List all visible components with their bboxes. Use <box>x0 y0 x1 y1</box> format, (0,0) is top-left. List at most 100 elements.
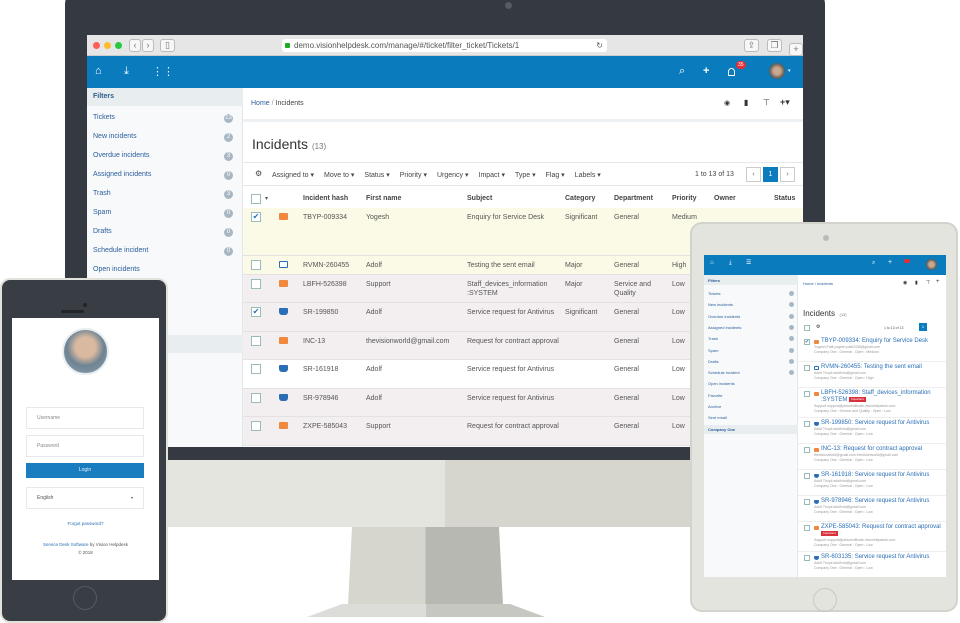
row-checkbox[interactable]: ✔ <box>251 212 261 222</box>
page-1-button[interactable]: 1 <box>763 167 778 182</box>
column-header[interactable]: Subject <box>467 195 493 202</box>
column-header[interactable]: Incident hash <box>303 195 349 202</box>
download-icon[interactable]: ⤓ <box>124 65 129 77</box>
toolbar-action-4[interactable]: Urgency ▾ <box>436 172 469 179</box>
bookmark-icon[interactable]: ▮ <box>744 98 749 107</box>
toolbar-action-6[interactable]: Type ▾ <box>514 172 536 179</box>
list-item[interactable]: INC-13: Request for contract approval the… <box>798 444 946 471</box>
search-icon[interactable]: ⌕ <box>872 260 876 266</box>
row-checkbox[interactable] <box>804 499 810 506</box>
tablet-home-button[interactable] <box>813 588 837 612</box>
list-item[interactable]: RVMN-260455: Testing the sent email Adolf… <box>798 362 946 388</box>
sidebar-item-schedule-incident[interactable]: Schedule incident 0 <box>93 247 233 259</box>
list-item[interactable]: ZXPE-585043: Request for contract approv… <box>798 522 946 553</box>
add-menu-icon[interactable]: +▾ <box>780 97 790 107</box>
sidebar-item-drafts[interactable]: Drafts <box>708 358 794 364</box>
ticket-title-line[interactable]: TBYP-009334: Enquiry for Service Desk <box>821 338 943 345</box>
sidebar-item-open-incidents[interactable]: Open incidents <box>708 381 794 386</box>
select-menu-chevron-icon[interactable]: ▾ <box>265 196 269 202</box>
row-checkbox[interactable]: ✔ <box>804 339 810 345</box>
back-icon[interactable]: ‹ <box>129 39 141 52</box>
sidebar-item-favorite[interactable]: Favorite <box>708 393 794 398</box>
username-input[interactable]: Username <box>26 407 144 429</box>
share-icon[interactable]: ⇪ <box>744 39 759 52</box>
sidebar-item-trash[interactable]: Trash 3 <box>93 190 233 202</box>
sidebar-item-assigned-incidents[interactable]: Assigned incidents 0 <box>93 171 233 183</box>
ticket-title-line[interactable]: RVMN-260455: Testing the sent email <box>821 364 943 371</box>
minimize-window-button[interactable] <box>104 42 111 49</box>
forward-icon[interactable]: › <box>142 39 154 52</box>
sidebar-item-archive[interactable]: Archive <box>708 404 794 409</box>
select-all-checkbox[interactable] <box>251 194 261 204</box>
sidebar-item-overdue-incidents[interactable]: Overdue incidents 3 <box>93 152 233 164</box>
sidebar-item-tickets[interactable]: Tickets <box>708 291 794 296</box>
ticket-title[interactable]: LBFH-526398: Staff_devices_information :… <box>821 390 931 404</box>
row-checkbox[interactable] <box>251 421 261 431</box>
row-checkbox[interactable] <box>804 421 810 428</box>
select-all-checkbox[interactable] <box>804 325 810 331</box>
column-header[interactable]: Status <box>774 195 796 202</box>
row-checkbox[interactable] <box>251 364 261 374</box>
download-icon[interactable]: ⤓ <box>729 260 732 266</box>
column-header[interactable]: Owner <box>714 195 736 202</box>
sidebar-item-drafts[interactable]: Drafts 0 <box>93 228 233 240</box>
sidebar-item-trash[interactable]: Trash <box>708 336 794 342</box>
reload-icon[interactable]: ↻ <box>596 41 603 50</box>
row-checkbox[interactable] <box>251 260 261 270</box>
toolbar-action-0[interactable]: Assigned to ▾ <box>272 172 315 179</box>
list-item[interactable]: SR-199850: Service request for Antivirus… <box>798 418 946 445</box>
row-checkbox[interactable] <box>804 525 810 532</box>
sidebar-item-sent-email[interactable]: Sent email <box>708 415 794 420</box>
bell-icon[interactable] <box>728 68 735 76</box>
sidebar-toggle-icon[interactable]: ▯ <box>160 39 175 52</box>
next-page-button[interactable]: › <box>780 167 795 182</box>
toolbar-action-7[interactable]: Flag ▾ <box>545 172 565 179</box>
ticket-title-line[interactable]: SR-603135: Service request for Antivirus <box>821 554 943 561</box>
forgot-password-link[interactable]: Forgot password? <box>67 521 104 526</box>
home-icon[interactable]: ⌂ <box>710 260 714 266</box>
close-window-button[interactable] <box>93 42 100 49</box>
maximize-window-button[interactable] <box>115 42 122 49</box>
settings-gear-icon[interactable]: ⚙ <box>816 324 821 330</box>
prev-page-button[interactable]: ‹ <box>746 167 761 182</box>
sidebar-item-open-incidents[interactable]: Open incidents <box>93 266 233 278</box>
phone-home-button[interactable] <box>73 586 97 610</box>
column-header[interactable]: Department <box>614 195 653 202</box>
table-row[interactable]: RVMN-260455 Adolf Testing the sent email Ma… <box>243 256 803 275</box>
chevron-down-icon[interactable]: ▾ <box>788 68 791 74</box>
ticket-title-line[interactable]: ZXPE-585043: Request for contract approv… <box>821 524 943 538</box>
row-checkbox[interactable] <box>804 447 810 454</box>
address-bar[interactable]: demo.visionhelpdesk.com/manage/#/ticket/… <box>282 39 607 52</box>
ticket-title-line[interactable]: SR-199850: Service request for Antivirus <box>821 420 943 427</box>
column-header[interactable]: Priority <box>672 195 697 202</box>
row-checkbox[interactable] <box>251 336 261 346</box>
tabs-icon[interactable]: ❐ <box>767 39 782 52</box>
row-checkbox[interactable] <box>804 391 810 397</box>
sidebar-item-tickets[interactable]: Tickets 13 <box>93 114 233 126</box>
column-header[interactable]: First name <box>366 195 402 202</box>
toolbar-action-8[interactable]: Labels ▾ <box>574 172 601 179</box>
add-menu-icon[interactable]: + <box>936 279 940 285</box>
row-checkbox[interactable] <box>251 393 261 403</box>
sidebar-item-spam[interactable]: Spam 0 <box>93 209 233 221</box>
ticket-title[interactable]: SR-978946: Service request for Antivirus <box>821 498 930 505</box>
sidebar-item-assigned-incidents[interactable]: Assigned incidents <box>708 324 794 330</box>
ticket-title-line[interactable]: INC-13: Request for contract approval <box>821 446 943 453</box>
ticket-title[interactable]: SR-199850: Service request for Antivirus <box>821 420 930 427</box>
login-button[interactable]: Login <box>26 463 144 478</box>
ticket-title[interactable]: SR-161918: Service request for Antivirus <box>821 472 930 479</box>
page-1-button[interactable]: 1 <box>919 323 927 331</box>
breadcrumb-home[interactable]: Home <box>251 100 270 107</box>
search-icon[interactable]: ⌕ <box>679 65 686 77</box>
ticket-title[interactable]: ZXPE-585043: Request for contract approv… <box>821 524 941 531</box>
row-checkbox[interactable] <box>251 279 261 289</box>
home-icon[interactable]: ⌂ <box>95 65 102 77</box>
ticket-title[interactable]: RVMN-260455: Testing the sent email <box>821 364 922 370</box>
sidebar-item-company-one[interactable]: Company One <box>704 424 798 434</box>
list-item[interactable]: LBFH-526398: Staff_devices_information :… <box>798 388 946 419</box>
list-item[interactable]: SR-161918: Service request for Antivirus… <box>798 470 946 497</box>
language-select[interactable]: English ▾ <box>26 487 144 509</box>
row-checkbox[interactable] <box>804 473 810 480</box>
ticket-title-line[interactable]: SR-978946: Service request for Antivirus <box>821 498 943 505</box>
row-checkbox[interactable]: ✔ <box>251 307 261 317</box>
